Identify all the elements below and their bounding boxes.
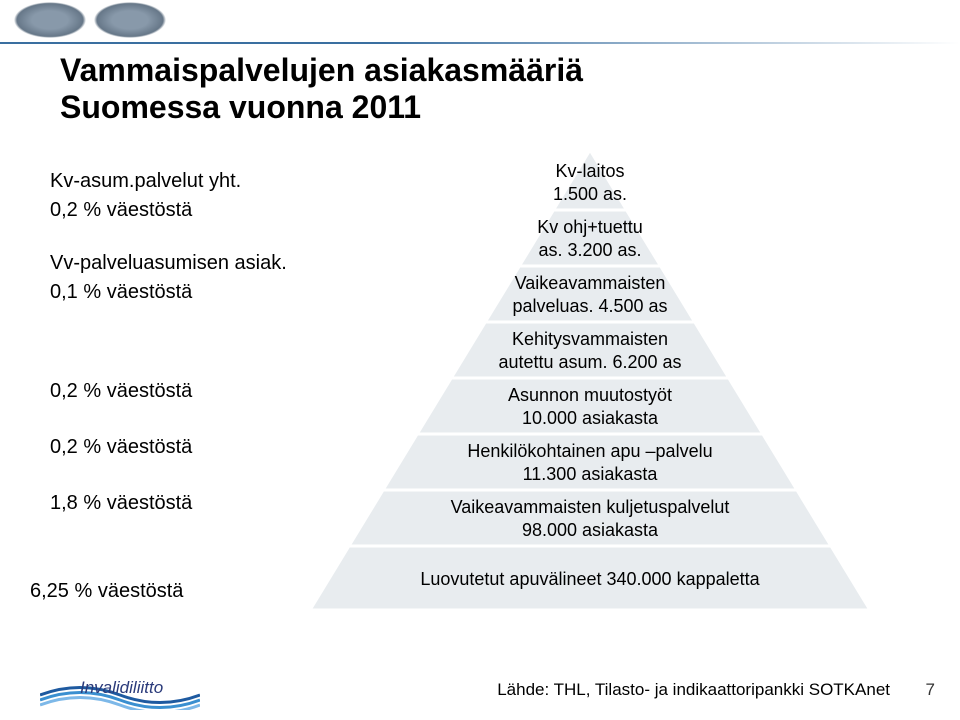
pyramid-label-4: Asunnon muutostyöt10.000 asiakasta	[310, 384, 870, 429]
left-entry-3: 0,2 % väestöstä	[50, 436, 192, 481]
slide-title: Vammaispalvelujen asiakasmääriä Suomessa…	[60, 52, 760, 126]
title-line-1: Vammaispalvelujen asiakasmääriä	[60, 52, 760, 89]
pyramid-label-line: as. 3.200 as.	[310, 239, 870, 262]
pyramid-label-5: Henkilökohtainen apu –palvelu11.300 asia…	[310, 440, 870, 485]
left-entry-pct: 0,1 % väestöstä	[50, 281, 287, 304]
pyramid-label-line: autettu asum. 6.200 as	[310, 351, 870, 374]
pyramid-chart: Kv-laitos1.500 as. Kv ohj+tuettuas. 3.200…	[310, 150, 870, 630]
pyramid-label-line: Vaikeavammaisten kuljetuspalvelut	[310, 496, 870, 519]
pyramid-label-line: Henkilökohtainen apu –palvelu	[310, 440, 870, 463]
pyramid-label-1: Kv ohj+tuettuas. 3.200 as.	[310, 216, 870, 261]
pyramid-label-line: Kehitysvammaisten	[310, 328, 870, 351]
pyramid-label-line: 10.000 asiakasta	[310, 407, 870, 430]
pyramid-label-line: Kv-laitos	[310, 160, 870, 183]
title-line-2: Suomessa vuonna 2011	[60, 89, 760, 126]
slide: Vammaispalvelujen asiakasmääriä Suomessa…	[0, 0, 960, 720]
left-entry-pct: 1,8 % väestöstä	[50, 492, 192, 515]
pyramid-label-line: Vaikeavammaisten	[310, 272, 870, 295]
pyramid-label-0: Kv-laitos1.500 as.	[310, 160, 870, 205]
pyramid-label-line: Luovutetut apuvälineet 340.000 kappalett…	[310, 568, 870, 591]
source-citation: Lähde: THL, Tilasto- ja indikaattoripank…	[497, 680, 890, 700]
header-decor-image	[0, 0, 220, 44]
left-entry-pct: 0,2 % väestöstä	[50, 436, 192, 459]
left-entry-label: Kv-asum.palvelut yht.	[50, 170, 241, 193]
footer-logo-text: Invalidiliitto	[80, 678, 163, 698]
page-number: 7	[926, 680, 935, 700]
left-entry-4: 1,8 % väestöstä	[50, 492, 192, 537]
pyramid-label-line: palveluas. 4.500 as	[310, 295, 870, 318]
left-entry-pct: 0,2 % väestöstä	[50, 199, 241, 222]
left-entry-0: Kv-asum.palvelut yht. 0,2 % väestöstä	[50, 170, 241, 244]
left-entry-1: Vv-palveluasumisen asiak. 0,1 % väestöstä	[50, 252, 287, 326]
pyramid-label-line: 1.500 as.	[310, 183, 870, 206]
left-entry-2: 0,2 % väestöstä	[50, 380, 192, 425]
pyramid-label-line: 98.000 asiakasta	[310, 519, 870, 542]
left-entry-pct: 0,2 % väestöstä	[50, 380, 192, 403]
pyramid-label-2: Vaikeavammaistenpalveluas. 4.500 as	[310, 272, 870, 317]
pyramid-label-line: Asunnon muutostyöt	[310, 384, 870, 407]
left-last-pct: 6,25 % väestöstä	[30, 580, 183, 603]
pyramid-label-line: 11.300 asiakasta	[310, 463, 870, 486]
pyramid-label-line: Kv ohj+tuettu	[310, 216, 870, 239]
pyramid-label-6: Vaikeavammaisten kuljetuspalvelut98.000 …	[310, 496, 870, 541]
left-entry-label: Vv-palveluasumisen asiak.	[50, 252, 287, 275]
header-divider	[0, 42, 960, 44]
pyramid-label-7: Luovutetut apuvälineet 340.000 kappalett…	[310, 568, 870, 591]
pyramid-label-3: Kehitysvammaistenautettu asum. 6.200 as	[310, 328, 870, 373]
